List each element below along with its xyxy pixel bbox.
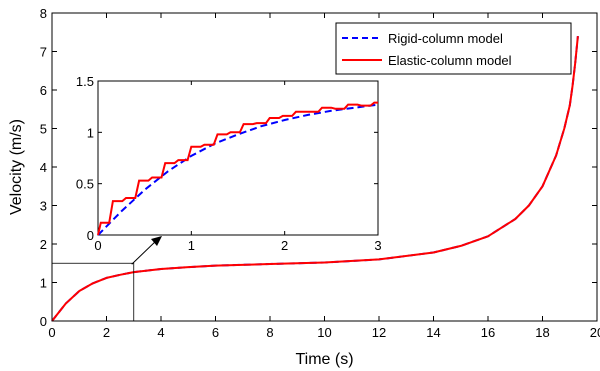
x-tick-label: 10 xyxy=(317,325,331,340)
x-tick-label: 18 xyxy=(535,325,549,340)
y-tick-label: 7 xyxy=(40,45,47,60)
inset-y-tick-label: 0 xyxy=(87,228,94,243)
inset-x-tick-label: 2 xyxy=(281,238,288,253)
legend-label-rigid: Rigid-column model xyxy=(388,31,503,46)
y-tick-label: 1 xyxy=(40,276,47,291)
inset-series-elastic-line xyxy=(97,101,378,236)
x-tick-label: 8 xyxy=(266,325,273,340)
x-tick-label: 20 xyxy=(590,325,600,340)
zoom-arrow-head xyxy=(151,236,162,246)
y-tick-label: 3 xyxy=(40,199,47,214)
x-tick-label: 4 xyxy=(157,325,164,340)
y-axis-label: Velocity (m/s) xyxy=(8,119,25,215)
inset-x-tick-label: 0 xyxy=(94,238,101,253)
y-tick-label: 6 xyxy=(40,83,47,98)
x-tick-label: 0 xyxy=(48,325,55,340)
x-tick-label: 14 xyxy=(426,325,440,340)
y-tick-label: 4 xyxy=(40,160,47,175)
main-series-elastic-line xyxy=(51,36,579,322)
inset-x-tick-label: 1 xyxy=(188,238,195,253)
y-tick-label: 2 xyxy=(40,237,47,252)
inset-y-tick-label: 1 xyxy=(87,125,94,140)
y-tick-label: 0 xyxy=(40,314,47,329)
x-tick-label: 12 xyxy=(372,325,386,340)
zoom-region-box xyxy=(51,262,135,322)
inset-series-rigid-line xyxy=(97,103,379,236)
inset-y-tick-label: 1.5 xyxy=(76,74,94,89)
x-tick-label: 6 xyxy=(212,325,219,340)
y-tick-label: 5 xyxy=(40,122,47,137)
inset-axes-frame xyxy=(97,80,379,236)
inset-y-tick-label: 0.5 xyxy=(76,177,94,192)
x-axis-label: Time (s) xyxy=(295,351,353,368)
legend-label-elastic: Elastic-column model xyxy=(388,53,512,68)
zoom-arrow-line xyxy=(131,238,159,265)
inset-x-tick-label: 3 xyxy=(374,238,381,253)
y-tick-label: 8 xyxy=(40,6,47,21)
legend-box xyxy=(335,22,572,75)
x-tick-label: 16 xyxy=(481,325,495,340)
x-tick-label: 2 xyxy=(103,325,110,340)
